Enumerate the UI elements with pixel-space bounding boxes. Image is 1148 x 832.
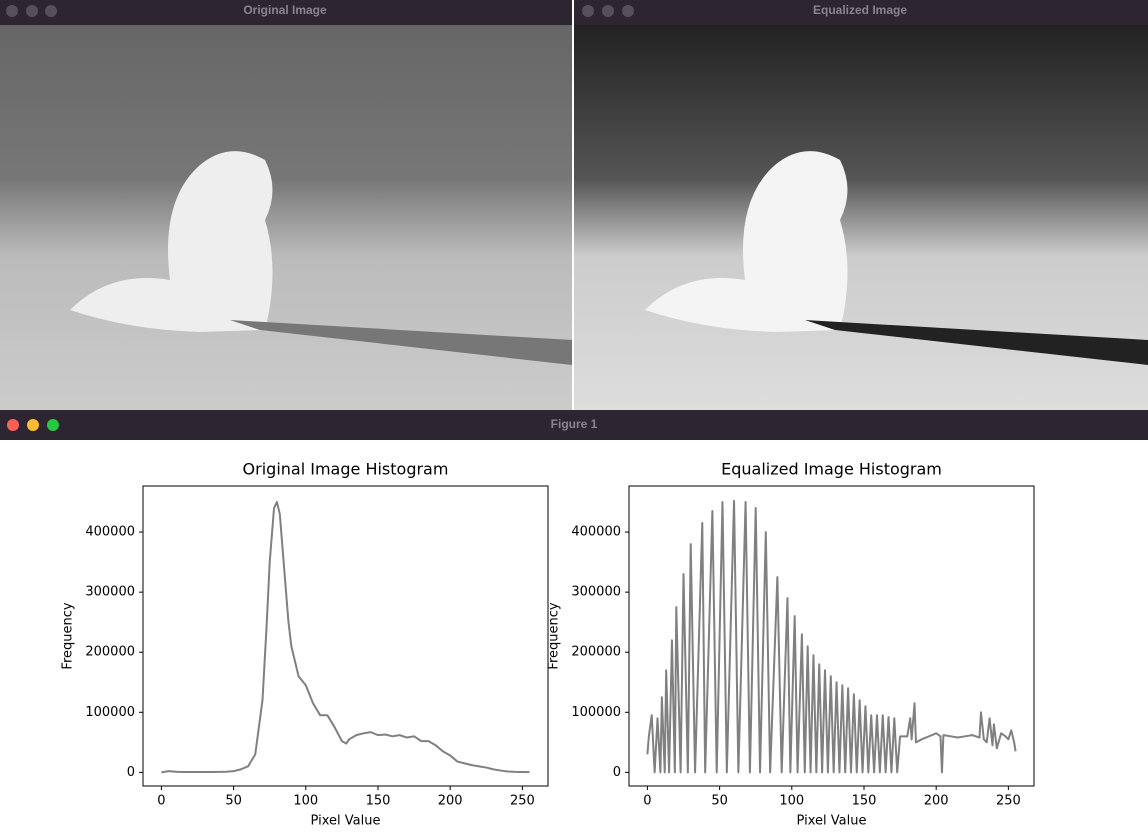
minimize-button[interactable] [27,419,39,431]
zoom-button[interactable] [45,5,57,17]
fox [645,151,848,332]
window-title: Figure 1 [551,417,598,431]
minimize-button[interactable] [602,5,614,17]
title-bar [574,0,1148,25]
y-tick-label: 100000 [571,705,621,720]
x-tick-label: 100 [293,794,318,809]
y-tick-label: 300000 [571,585,621,600]
chart-title: Original Image Histogram [243,460,449,479]
x-axis-label: Pixel Value [311,814,381,829]
x-tick-label: 250 [996,794,1021,809]
zoom-button[interactable] [622,5,634,17]
x-tick-label: 50 [711,794,728,809]
close-button[interactable] [582,5,594,17]
window-title: Original Image [243,3,327,17]
histogram-line [646,499,1017,774]
x-tick-label: 0 [157,794,165,809]
x-axis-label: Pixel Value [797,814,867,829]
x-tick-label: 250 [510,794,535,809]
minimize-button[interactable] [26,5,38,17]
figure-canvas [0,440,1148,828]
y-tick-label: 0 [127,765,135,780]
figure-window: Figure 1 [0,410,1148,828]
y-tick-label: 400000 [85,525,135,540]
close-button[interactable] [7,419,19,431]
x-tick-label: 50 [225,794,242,809]
window-equalized: Equalized Image [574,0,1148,410]
axes-frame [628,485,1035,787]
y-tick-label: 200000 [85,645,135,660]
window-title: Equalized Image [813,3,907,17]
y-tick-label: 0 [613,765,621,780]
x-tick-label: 100 [779,794,804,809]
zoom-button[interactable] [47,419,59,431]
shadow [805,320,1148,365]
title-bar [0,0,572,25]
y-axis-label: Frequency [547,602,562,669]
y-tick-label: 400000 [571,525,621,540]
window-original: Original Image [0,0,572,410]
shadow [230,320,572,365]
close-button[interactable] [6,5,18,17]
x-tick-label: 200 [438,794,463,809]
x-tick-label: 150 [852,794,877,809]
chart-title: Equalized Image Histogram [721,460,942,479]
axes-frame [142,485,549,787]
y-tick-label: 200000 [571,645,621,660]
y-tick-label: 300000 [85,585,135,600]
x-tick-label: 200 [924,794,949,809]
charts: Original Image Histogram Pixel Value Frequ… [61,460,1035,829]
title-bar [0,410,1148,440]
x-tick-label: 0 [643,794,651,809]
x-tick-label: 150 [366,794,391,809]
histogram-line [161,501,530,774]
fox [70,151,273,332]
y-axis-label: Frequency [61,602,76,669]
y-tick-label: 100000 [85,705,135,720]
